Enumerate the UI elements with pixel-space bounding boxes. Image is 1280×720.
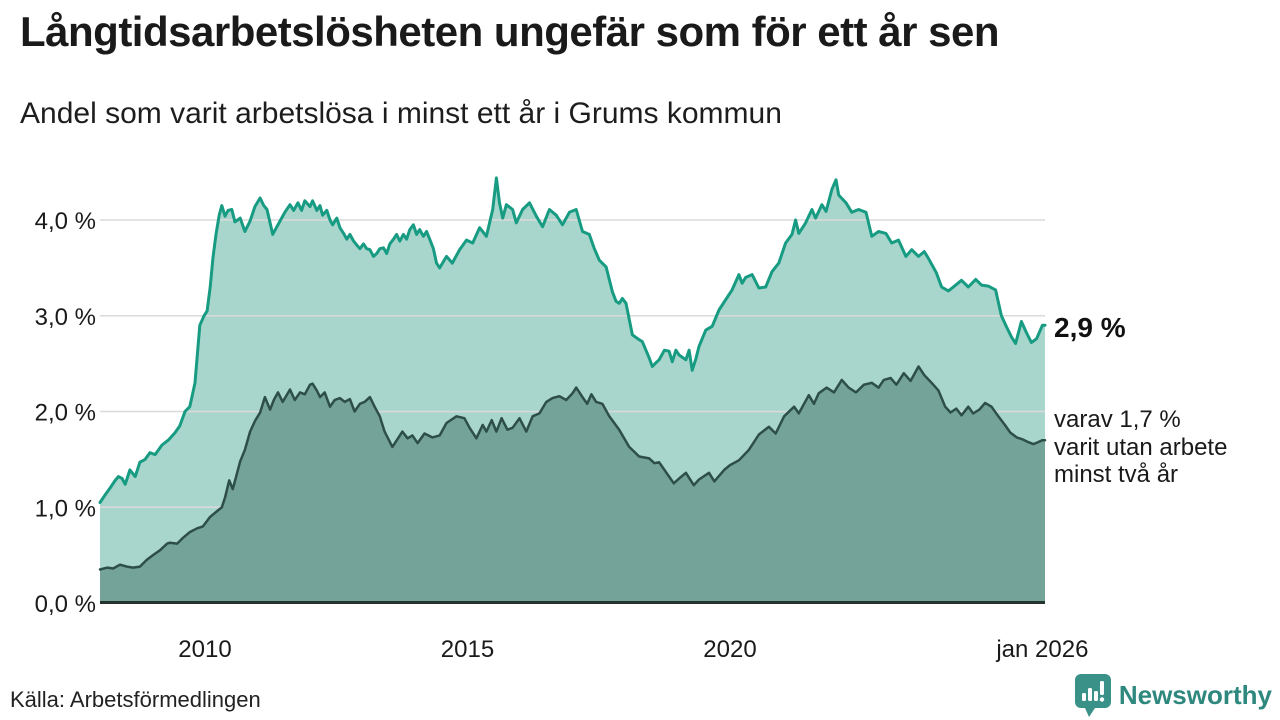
x-tick-label: 2015: [441, 636, 494, 663]
chart-subtitle: Andel som varit arbetslösa i minst ett å…: [20, 97, 782, 130]
y-tick-label: 1,0 %: [35, 495, 96, 522]
x-tick-label: jan 2026: [995, 636, 1088, 663]
note-line-3: minst två år: [1054, 461, 1178, 488]
y-tick-label: 0,0 %: [35, 591, 96, 618]
page-title: Långtidsarbetslösheten ungefär som för e…: [20, 8, 1000, 55]
note-line-2: varit utan arbete: [1054, 434, 1227, 461]
x-tick-label: 2010: [178, 636, 231, 663]
note-line-1: varav 1,7 %: [1054, 406, 1181, 433]
x-axis-baseline: [100, 601, 1045, 604]
y-tick-label: 4,0 %: [35, 208, 96, 235]
logo-bars-icon: [1081, 681, 1105, 702]
x-tick-label: 2020: [703, 636, 756, 663]
series-two-year-line: [98, 365, 1047, 571]
newsworthy-logo[interactable]: Newsworthy: [1074, 673, 1272, 718]
newsworthy-logo-text: Newsworthy: [1118, 680, 1272, 710]
series-two-year-area: [100, 366, 1045, 603]
x-axis-labels: 2010 2015 2020 jan 2026: [178, 636, 1088, 663]
source-credit: Källa: Arbetsförmedlingen: [10, 687, 261, 712]
y-tick-label: 2,0 %: [35, 400, 96, 427]
end-value-label: 2,9 %: [1054, 312, 1126, 343]
y-tick-label: 3,0 %: [35, 304, 96, 331]
newsworthy-logo-icon: [1074, 674, 1111, 717]
series-one-year-line: [98, 176, 1047, 504]
y-axis-labels: 0,0 % 1,0 % 2,0 % 3,0 % 4,0 %: [35, 208, 96, 618]
